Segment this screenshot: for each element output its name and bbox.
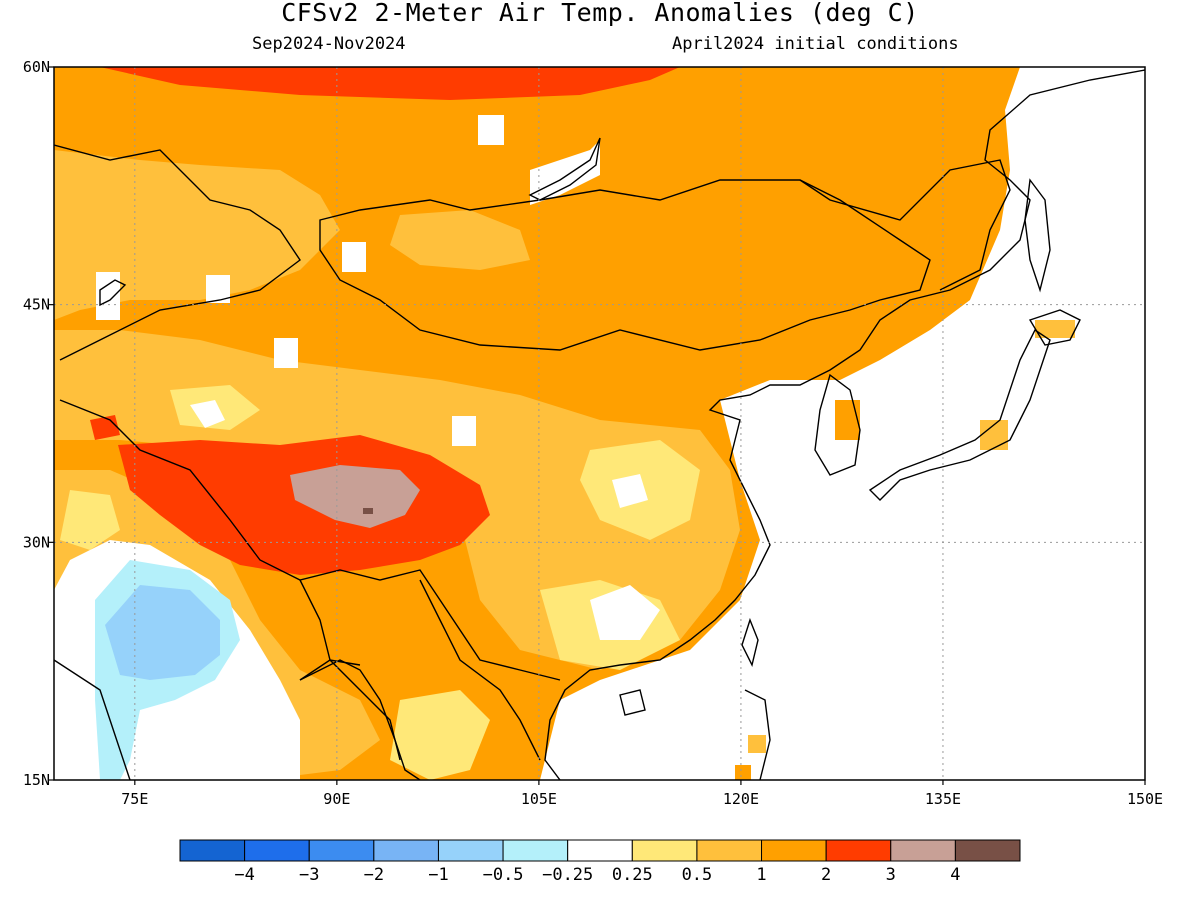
colorbar-bin-0 [179, 839, 246, 862]
field-korea-cell [835, 400, 860, 440]
field-luzon-cell [748, 735, 766, 753]
gridlines [54, 67, 1145, 780]
colorbar-label-8: 1 [756, 865, 766, 885]
field-white-2 [612, 474, 648, 508]
colorbar-label-11: 4 [950, 865, 960, 885]
anomaly-field [54, 67, 1145, 780]
colorbar-label-9: 2 [821, 865, 831, 885]
colorbar-label-3: −1 [428, 865, 448, 885]
coast-luzon [744, 689, 771, 780]
border-central-asia [54, 144, 301, 361]
field-light-blue [105, 585, 220, 680]
initial-conditions: April2024 initial conditions [672, 34, 959, 54]
field-white-3 [590, 585, 660, 640]
forecast-period: Sep2024-Nov2024 [252, 34, 406, 54]
field-missing-4 [478, 115, 504, 145]
colorbar-labels: −4 −3 −2 −1 −0.5 −0.25 0.25 0.5 1 2 3 4 [234, 865, 960, 885]
border-mongolia [319, 179, 931, 351]
field-red-north [100, 67, 680, 100]
lat-label-3: 15N [23, 771, 50, 789]
field-hokkaido-cell [1035, 320, 1075, 338]
colorbar-bin-5 [502, 839, 569, 862]
colorbar-label-5: −0.25 [542, 865, 593, 885]
lat-label-2: 30N [23, 533, 50, 551]
colorbar-bin-9 [761, 839, 827, 862]
border-russia-china [799, 159, 1011, 291]
field-white-1 [190, 400, 225, 428]
coast-balkhash [99, 279, 127, 307]
coast-sakhalin [1024, 178, 1051, 293]
map-frame [53, 66, 1146, 781]
colorbar-label-1: −3 [299, 865, 319, 885]
colorbar-label-6: 0.25 [612, 865, 653, 885]
colorbar-bin-7 [631, 839, 698, 862]
coast-india [54, 659, 421, 780]
lon-label-2: 105E [521, 790, 557, 808]
coastlines [54, 69, 1145, 780]
field-pale-yellow-4 [60, 490, 120, 550]
colorbar-bin-10 [825, 839, 892, 862]
border-myanmar [299, 579, 541, 761]
coast-hokkaido [1028, 309, 1081, 346]
coast-east-asia [544, 69, 1145, 780]
field-missing-2 [452, 416, 476, 446]
axis-ticks [49, 66, 1146, 785]
lon-label-5: 150E [1127, 790, 1163, 808]
colorbar [179, 839, 1021, 862]
colorbar-label-10: 3 [886, 865, 896, 885]
field-missing-baikal [530, 140, 600, 205]
field-taupe-tibet [290, 465, 420, 528]
coast-baikal [528, 137, 601, 201]
coast-hainan [619, 689, 646, 716]
colorbar-bin-2 [308, 839, 375, 862]
field-pale-yellow-5 [390, 690, 490, 780]
axis-labels: 75E 90E 105E 120E 135E 150E 60N 45N 30N 15N [23, 58, 1163, 808]
field-brown-cell [363, 508, 373, 514]
colorbar-label-2: −2 [364, 865, 384, 885]
field-missing-3 [342, 242, 366, 272]
colorbar-label-0: −4 [234, 865, 254, 885]
field-band-light-orange [54, 150, 340, 320]
lon-label-3: 120E [723, 790, 759, 808]
border-china-south [59, 399, 561, 681]
colorbar-bin-8 [696, 839, 763, 862]
colorbar-bin-6 [567, 839, 633, 862]
colorbar-bin-1 [244, 839, 310, 862]
coast-bay-bengal [299, 659, 361, 681]
coast-korea [814, 373, 861, 476]
colorbar-bin-12 [954, 839, 1021, 862]
colorbar-bin-3 [373, 839, 439, 862]
field-band-mongolia [390, 210, 530, 270]
field-luzon-cell-2 [735, 765, 751, 780]
coast-taiwan [741, 617, 759, 668]
lon-label-1: 90E [323, 790, 350, 808]
coast-japan [868, 328, 1051, 501]
colorbar-bin-11 [890, 839, 956, 862]
colorbar-bin-4 [437, 839, 504, 862]
colorbar-label-4: −0.5 [483, 865, 524, 885]
lat-label-0: 60N [23, 58, 50, 76]
field-red-karakoram [90, 415, 120, 440]
map-title: CFSv2 2-Meter Air Temp. Anomalies (deg C… [281, 0, 919, 27]
lon-label-0: 75E [121, 790, 148, 808]
field-missing-1 [274, 338, 298, 368]
lon-label-4: 135E [925, 790, 961, 808]
lat-label-1: 45N [23, 296, 50, 314]
colorbar-label-7: 0.5 [682, 865, 713, 885]
